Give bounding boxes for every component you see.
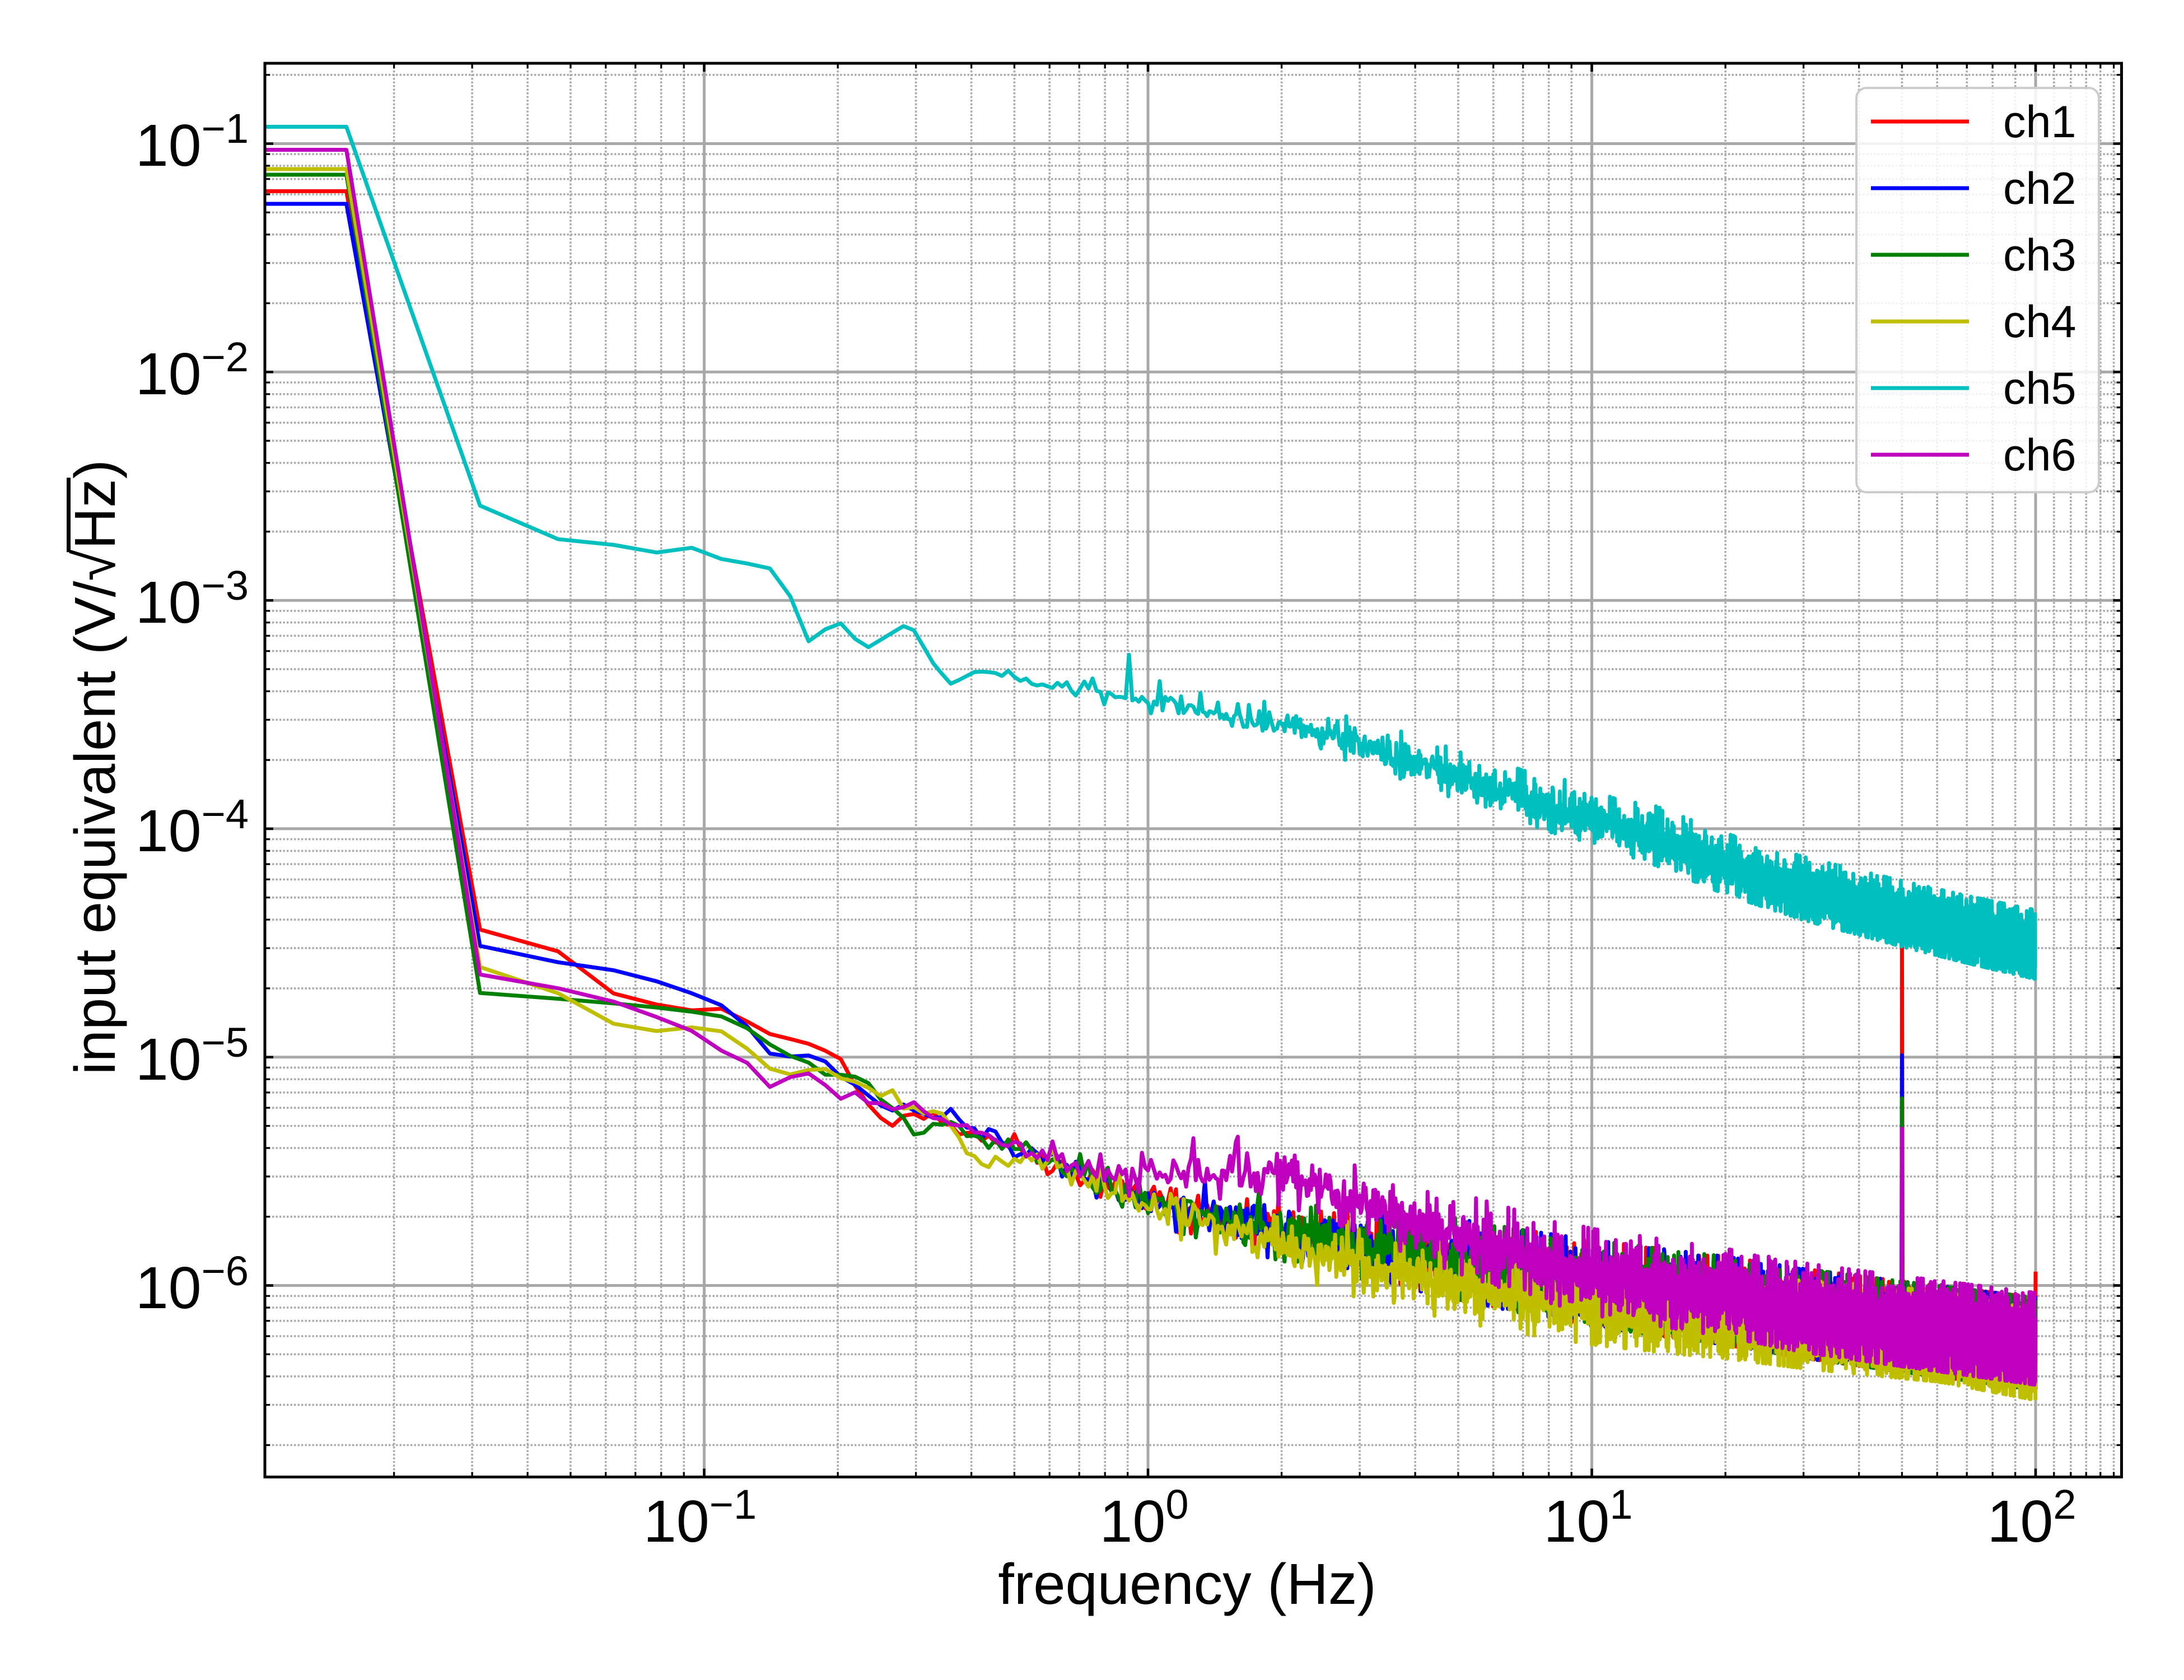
svg-text:10−1: 10−1 [136,105,249,179]
svg-text:10−3: 10−3 [136,562,249,636]
svg-text:ch5: ch5 [2003,363,2076,414]
svg-text:ch4: ch4 [2003,297,2076,347]
svg-text:frequency (Hz): frequency (Hz) [998,1552,1376,1616]
svg-text:input equivalent (V/√Hz): input equivalent (V/√Hz) [63,460,127,1075]
svg-text:ch6: ch6 [2003,430,2076,480]
svg-text:101: 101 [1543,1481,1632,1555]
svg-text:ch1: ch1 [2003,97,2076,147]
svg-text:ch3: ch3 [2003,230,2076,281]
svg-text:ch2: ch2 [2003,164,2076,214]
